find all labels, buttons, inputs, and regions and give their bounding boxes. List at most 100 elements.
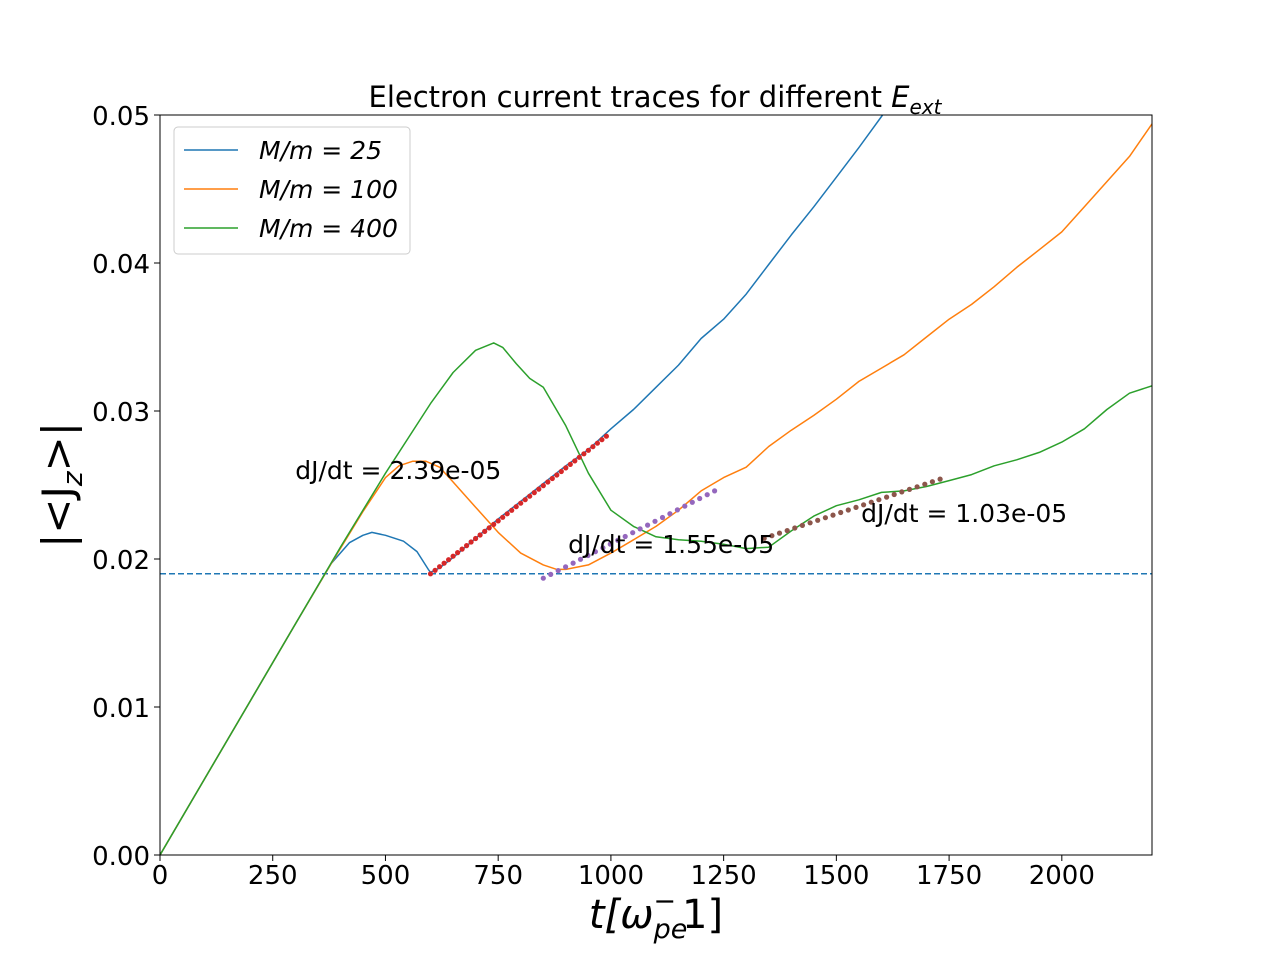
fit-point xyxy=(659,514,666,521)
y-tick-label: 0.05 xyxy=(92,102,150,132)
fit-point xyxy=(437,564,443,570)
series-line-2 xyxy=(160,123,1152,855)
fit-point xyxy=(599,437,605,443)
fit-point xyxy=(799,522,806,529)
fit-point xyxy=(570,560,576,566)
fit-point xyxy=(876,497,882,503)
x-tick-label: 1000 xyxy=(578,861,644,891)
x-axis-label: t[ωpe− 1] xyxy=(589,886,723,945)
legend-label-2: M/m = 100 xyxy=(259,175,398,204)
fit-point xyxy=(937,476,943,482)
legend-box xyxy=(173,126,411,255)
fit-point xyxy=(884,494,890,500)
fit-point xyxy=(899,489,905,495)
fit-point xyxy=(929,479,936,485)
series-line-3 xyxy=(160,342,1152,855)
fit-point xyxy=(432,567,438,573)
y-tick-label: 0.00 xyxy=(92,842,150,872)
fit-point xyxy=(548,571,554,578)
legend-label-3: M/m = 400 xyxy=(259,214,398,243)
fit-point xyxy=(891,491,897,498)
fit-point xyxy=(482,528,488,535)
fit-point xyxy=(922,481,928,487)
fit-point xyxy=(712,488,718,494)
fit-point xyxy=(838,509,844,516)
fit-point xyxy=(455,550,461,556)
fit-point xyxy=(450,553,456,559)
fit-point xyxy=(792,525,798,531)
fit-point xyxy=(555,568,561,574)
fit-point xyxy=(441,560,447,566)
chart-title: Electron current traces for different Ee… xyxy=(369,80,943,119)
fit-point xyxy=(549,475,555,482)
fit-annotations: dJ/dt = 2.39e-05 dJ/dt = 1.55e-05 dJ/dt = … xyxy=(295,456,1067,559)
fit-point xyxy=(540,575,546,581)
fit-point xyxy=(554,472,560,478)
fit-point xyxy=(607,541,613,547)
fit-point xyxy=(531,490,537,496)
fit-point xyxy=(682,503,688,509)
plot-area xyxy=(160,115,1152,855)
axes-frame xyxy=(159,114,1153,856)
fit-point xyxy=(572,458,578,464)
fit-point xyxy=(577,556,584,562)
fit-point xyxy=(477,532,483,538)
fit-point xyxy=(545,479,551,485)
fit-point xyxy=(459,546,465,552)
fit-point xyxy=(518,500,524,506)
fit-line-3 xyxy=(761,476,943,541)
y-tick-label: 0.02 xyxy=(92,546,150,576)
fit-point xyxy=(674,507,681,513)
fit-point xyxy=(567,461,573,467)
fit-point xyxy=(486,525,492,531)
fit-point xyxy=(590,444,596,450)
fit-point xyxy=(689,499,695,505)
fit-point xyxy=(500,514,506,520)
fit-point xyxy=(585,552,591,559)
fit-point xyxy=(513,504,519,510)
fit-point xyxy=(536,486,542,492)
fit-point xyxy=(822,515,829,521)
fit-point xyxy=(581,451,587,457)
fit-point xyxy=(615,537,621,543)
fit-point xyxy=(853,504,859,510)
fit-point xyxy=(815,517,821,523)
fit-point xyxy=(861,502,867,508)
fit-point xyxy=(563,564,569,570)
fit-point xyxy=(603,433,610,439)
fit-line-2 xyxy=(540,488,718,581)
x-tick-label: 1500 xyxy=(803,861,869,891)
fit-point xyxy=(645,522,651,528)
fit-label-1: dJ/dt = 2.39e-05 xyxy=(295,456,501,485)
fit-point xyxy=(600,545,606,551)
fit-point xyxy=(540,483,546,489)
fit-point xyxy=(576,454,582,460)
fit-point xyxy=(769,533,775,539)
fit-point xyxy=(527,493,533,499)
fit-point xyxy=(868,499,874,505)
fit-point xyxy=(594,440,601,446)
fit-point xyxy=(522,497,528,503)
y-tick-label: 0.03 xyxy=(92,398,150,428)
fit-point xyxy=(807,520,813,526)
fit-point xyxy=(906,486,913,492)
fit-point xyxy=(495,518,501,524)
fit-point xyxy=(652,518,658,524)
fit-point xyxy=(830,512,836,518)
fit-point xyxy=(509,507,515,513)
x-axis: 0 250 500 750 1000 1250 1500 1750 2000 xyxy=(152,855,1095,891)
fit-point xyxy=(558,468,564,475)
fit-point xyxy=(630,530,636,536)
fit-point xyxy=(592,549,599,555)
fit-label-3: dJ/dt = 1.03e-05 xyxy=(861,499,1067,528)
y-tick-label: 0.04 xyxy=(92,250,150,280)
fit-point xyxy=(761,535,767,541)
fit-line-1 xyxy=(427,433,610,577)
x-tick-label: 0 xyxy=(152,861,169,891)
x-tick-label: 1750 xyxy=(916,861,982,891)
y-tick-label: 0.01 xyxy=(92,694,150,724)
fit-point xyxy=(914,484,920,490)
legend-label-1: M/m = 25 xyxy=(259,136,382,165)
legend: M/m = 25 M/m = 100 M/m = 400 xyxy=(173,126,411,255)
